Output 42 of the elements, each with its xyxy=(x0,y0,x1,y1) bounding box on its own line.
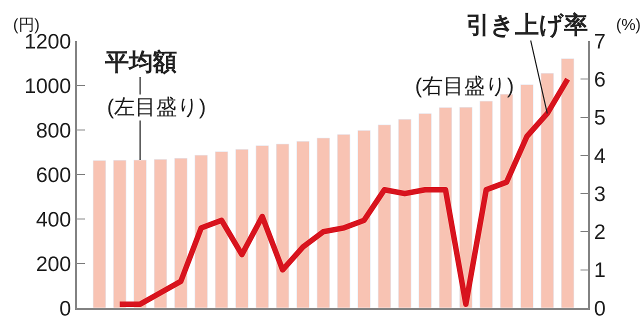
bar xyxy=(235,149,248,308)
bar xyxy=(214,151,228,308)
y2-tick-label: 5 xyxy=(594,106,606,130)
bar xyxy=(540,73,554,308)
bar xyxy=(337,134,350,308)
y2-tick-label: 4 xyxy=(594,144,606,168)
y2-tick-label: 6 xyxy=(594,68,606,92)
annotation: (右目盛り) xyxy=(415,75,514,98)
series-label: 引き上げ率 xyxy=(466,12,588,39)
y-tick-label: 1000 xyxy=(24,74,72,98)
bar xyxy=(256,145,269,308)
y-tick-label: 800 xyxy=(36,119,72,142)
text: 平均額 xyxy=(104,49,177,76)
bar xyxy=(113,160,126,308)
bar xyxy=(561,58,574,308)
bar xyxy=(398,119,412,308)
y-axis-title: (円) xyxy=(13,17,40,34)
bar xyxy=(296,141,310,308)
y2-tick-label: 7 xyxy=(594,30,606,54)
y-tick-label: 400 xyxy=(36,208,72,232)
y-tick-label: 0 xyxy=(59,297,72,320)
y2-tick-label: 2 xyxy=(594,221,606,244)
annotation: (左目盛り) xyxy=(107,96,206,119)
y-tick-label: 600 xyxy=(36,164,72,187)
bar xyxy=(438,107,452,308)
bar xyxy=(276,144,290,308)
y-tick-label: 200 xyxy=(36,252,72,276)
bar xyxy=(357,130,371,308)
bar xyxy=(418,113,432,308)
bar xyxy=(134,160,147,308)
bar xyxy=(174,158,188,308)
bar xyxy=(480,100,493,308)
y2-axis-title: (%) xyxy=(616,17,640,34)
bar xyxy=(194,154,208,308)
bar xyxy=(154,159,168,308)
bar xyxy=(316,138,330,308)
bar xyxy=(378,124,391,308)
bar xyxy=(92,160,106,308)
bar xyxy=(520,84,534,308)
y2-tick-label: 0 xyxy=(594,297,606,320)
y2-tick-label: 3 xyxy=(594,182,606,206)
y2-tick-label: 1 xyxy=(594,259,606,282)
